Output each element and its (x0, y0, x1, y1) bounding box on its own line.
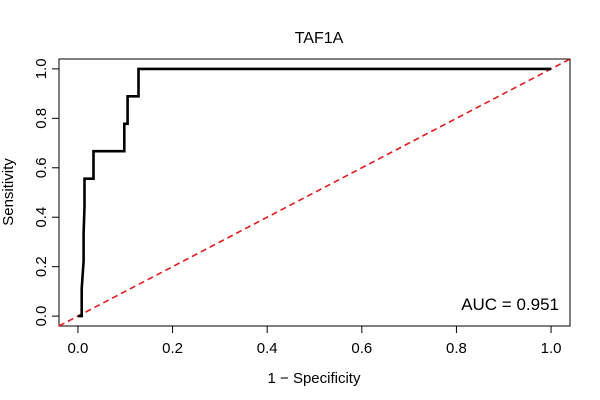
roc-curve-line (77, 67, 552, 318)
roc-curve-layer (77, 67, 552, 318)
y-axis: 0.0 0.2 0.4 0.6 0.8 1.0 (33, 58, 60, 327)
x-axis: 0.0 0.2 0.4 0.6 0.8 1.0 (67, 325, 562, 357)
y-tick-label: 0.0 (33, 306, 50, 327)
x-axis-label: 1 − Specificity (268, 370, 361, 387)
auc-annotation: AUC = 0.951 (461, 295, 559, 314)
y-tick-label: 0.4 (33, 207, 50, 228)
x-tick-label: 0.6 (351, 340, 372, 357)
y-tick-label: 0.8 (33, 108, 50, 129)
chart-title: TAF1A (295, 30, 344, 47)
y-tick-label: 0.6 (33, 157, 50, 178)
x-tick-label: 1.0 (541, 340, 562, 357)
y-axis-label: Sensitivity (0, 158, 17, 226)
reference-diagonal-line (58, 58, 571, 327)
y-tick-label: 0.2 (33, 256, 50, 277)
reference-line-layer (58, 58, 571, 327)
x-tick-label: 0.0 (67, 340, 88, 357)
y-tick-label: 1.0 (33, 58, 50, 79)
x-tick-label: 0.4 (257, 340, 278, 357)
x-tick-label: 0.8 (446, 340, 467, 357)
x-tick-label: 0.2 (162, 340, 183, 357)
